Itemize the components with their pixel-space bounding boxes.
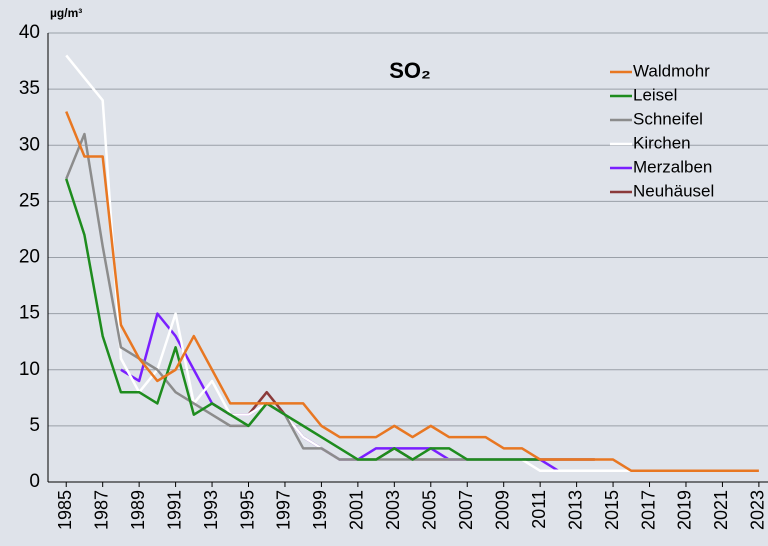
y-tick-label: 10 (19, 359, 40, 380)
x-tick-label: 1991 (164, 490, 184, 530)
series-line (65, 132, 541, 461)
x-tick-label: 2003 (383, 490, 403, 530)
x-tick-label: 2023 (748, 490, 768, 530)
x-tick-label: 2015 (602, 490, 622, 530)
legend-label: Waldmohr (633, 61, 710, 80)
x-tick-label: 2017 (638, 490, 658, 530)
legend-label: Schneifel (633, 109, 703, 128)
x-tick-label: 1989 (128, 490, 148, 530)
x-tick-label: 2019 (675, 490, 695, 530)
x-tick-label: 2009 (492, 490, 512, 530)
x-tick-label: 2013 (565, 490, 585, 530)
y-tick-label: 5 (29, 415, 40, 436)
x-tick-label: 2021 (711, 490, 731, 530)
legend-label: Leisel (633, 85, 677, 104)
x-tick-label: 1997 (274, 490, 294, 530)
legend-label: Neuhäusel (633, 181, 714, 200)
y-tick-label: 0 (29, 471, 40, 492)
x-tick-label: 1985 (55, 490, 75, 530)
series-line (65, 178, 541, 461)
x-tick-label: 1999 (310, 490, 330, 530)
y-tick-label: 20 (19, 247, 40, 268)
x-tick-label: 2011 (529, 490, 549, 529)
x-tick-label: 2007 (456, 490, 476, 530)
y-tick-label: 30 (19, 134, 40, 155)
x-tick-label: 2001 (347, 490, 367, 530)
series-line (65, 111, 759, 473)
y-axis-label: µg/m³ (50, 6, 82, 20)
y-tick-label: 40 (19, 22, 40, 43)
y-tick-label: 25 (19, 190, 40, 211)
y-tick-label: 35 (19, 78, 40, 99)
legend-label: Merzalben (633, 157, 712, 176)
x-tick-label: 2005 (420, 490, 440, 530)
x-tick-label: 1993 (201, 490, 221, 530)
x-tick-label: 1995 (237, 490, 257, 530)
x-tick-label: 1987 (91, 490, 111, 530)
chart-title: SO₂ (389, 58, 431, 83)
y-tick-label: 15 (19, 303, 40, 324)
legend-label: Kirchen (633, 133, 691, 152)
